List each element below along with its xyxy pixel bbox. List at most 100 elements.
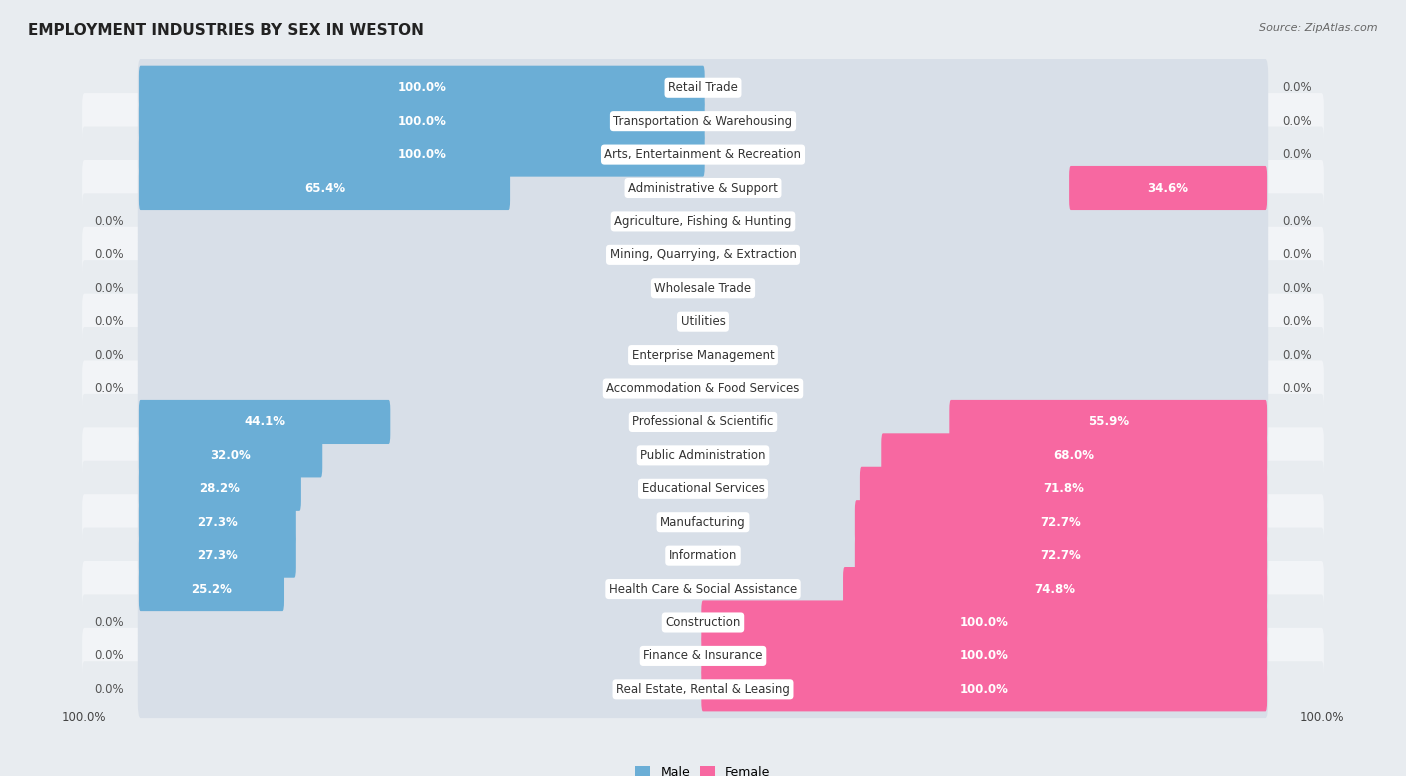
Text: 0.0%: 0.0% <box>1282 148 1312 161</box>
FancyBboxPatch shape <box>139 567 284 611</box>
FancyBboxPatch shape <box>138 293 1268 351</box>
Text: 0.0%: 0.0% <box>1282 282 1312 295</box>
Text: 0.0%: 0.0% <box>94 282 124 295</box>
Text: Information: Information <box>669 549 737 562</box>
Text: Accommodation & Food Services: Accommodation & Food Services <box>606 382 800 395</box>
Text: 100.0%: 100.0% <box>960 616 1008 629</box>
FancyBboxPatch shape <box>138 126 1268 183</box>
Legend: Male, Female: Male, Female <box>630 761 776 776</box>
Text: Utilities: Utilities <box>681 315 725 328</box>
FancyBboxPatch shape <box>82 628 1324 684</box>
Text: 0.0%: 0.0% <box>94 382 124 395</box>
Text: 55.9%: 55.9% <box>1088 415 1129 428</box>
Text: 72.7%: 72.7% <box>1040 549 1081 562</box>
Text: 32.0%: 32.0% <box>211 449 250 462</box>
Text: Professional & Scientific: Professional & Scientific <box>633 415 773 428</box>
Text: 25.2%: 25.2% <box>191 583 232 595</box>
Text: 27.3%: 27.3% <box>197 549 238 562</box>
Text: 72.7%: 72.7% <box>1040 516 1081 528</box>
FancyBboxPatch shape <box>82 227 1324 283</box>
FancyBboxPatch shape <box>82 661 1324 717</box>
FancyBboxPatch shape <box>1069 166 1267 210</box>
Text: Educational Services: Educational Services <box>641 483 765 495</box>
FancyBboxPatch shape <box>138 226 1268 283</box>
Text: 0.0%: 0.0% <box>94 248 124 262</box>
Text: 0.0%: 0.0% <box>1282 315 1312 328</box>
FancyBboxPatch shape <box>82 428 1324 483</box>
FancyBboxPatch shape <box>139 133 704 177</box>
Text: 0.0%: 0.0% <box>1282 248 1312 262</box>
Text: 0.0%: 0.0% <box>1282 215 1312 228</box>
Text: 65.4%: 65.4% <box>304 182 344 195</box>
FancyBboxPatch shape <box>82 461 1324 517</box>
Text: Wholesale Trade: Wholesale Trade <box>654 282 752 295</box>
Text: 0.0%: 0.0% <box>94 348 124 362</box>
FancyBboxPatch shape <box>82 394 1324 450</box>
Text: Arts, Entertainment & Recreation: Arts, Entertainment & Recreation <box>605 148 801 161</box>
FancyBboxPatch shape <box>138 560 1268 618</box>
FancyBboxPatch shape <box>82 126 1324 182</box>
Text: Administrative & Support: Administrative & Support <box>628 182 778 195</box>
FancyBboxPatch shape <box>138 59 1268 116</box>
Text: 100.0%: 100.0% <box>960 650 1008 663</box>
FancyBboxPatch shape <box>82 260 1324 317</box>
FancyBboxPatch shape <box>82 60 1324 116</box>
FancyBboxPatch shape <box>138 259 1268 317</box>
FancyBboxPatch shape <box>855 534 1267 577</box>
FancyBboxPatch shape <box>82 361 1324 417</box>
FancyBboxPatch shape <box>702 634 1267 678</box>
FancyBboxPatch shape <box>138 427 1268 484</box>
Text: 44.1%: 44.1% <box>245 415 285 428</box>
Text: Manufacturing: Manufacturing <box>661 516 745 528</box>
Text: 0.0%: 0.0% <box>94 616 124 629</box>
Text: Source: ZipAtlas.com: Source: ZipAtlas.com <box>1260 23 1378 33</box>
FancyBboxPatch shape <box>138 360 1268 417</box>
Text: 0.0%: 0.0% <box>94 683 124 696</box>
Text: 100.0%: 100.0% <box>62 712 107 724</box>
FancyBboxPatch shape <box>138 660 1268 718</box>
FancyBboxPatch shape <box>82 561 1324 617</box>
FancyBboxPatch shape <box>882 433 1267 477</box>
FancyBboxPatch shape <box>138 92 1268 150</box>
FancyBboxPatch shape <box>138 627 1268 684</box>
FancyBboxPatch shape <box>82 93 1324 149</box>
Text: 27.3%: 27.3% <box>197 516 238 528</box>
Text: 100.0%: 100.0% <box>398 115 446 128</box>
FancyBboxPatch shape <box>138 159 1268 217</box>
FancyBboxPatch shape <box>855 501 1267 544</box>
Text: 0.0%: 0.0% <box>1282 81 1312 94</box>
Text: 0.0%: 0.0% <box>94 215 124 228</box>
FancyBboxPatch shape <box>702 601 1267 645</box>
Text: EMPLOYMENT INDUSTRIES BY SEX IN WESTON: EMPLOYMENT INDUSTRIES BY SEX IN WESTON <box>28 23 425 38</box>
FancyBboxPatch shape <box>702 667 1267 712</box>
Text: 28.2%: 28.2% <box>200 483 240 495</box>
Text: 100.0%: 100.0% <box>398 148 446 161</box>
Text: Finance & Insurance: Finance & Insurance <box>644 650 762 663</box>
FancyBboxPatch shape <box>139 466 301 511</box>
Text: Agriculture, Fishing & Hunting: Agriculture, Fishing & Hunting <box>614 215 792 228</box>
FancyBboxPatch shape <box>82 193 1324 250</box>
FancyBboxPatch shape <box>82 594 1324 650</box>
FancyBboxPatch shape <box>138 527 1268 584</box>
Text: 0.0%: 0.0% <box>1282 382 1312 395</box>
FancyBboxPatch shape <box>138 192 1268 250</box>
FancyBboxPatch shape <box>949 400 1267 444</box>
FancyBboxPatch shape <box>138 327 1268 384</box>
Text: Retail Trade: Retail Trade <box>668 81 738 94</box>
FancyBboxPatch shape <box>860 466 1267 511</box>
FancyBboxPatch shape <box>82 293 1324 350</box>
FancyBboxPatch shape <box>139 534 295 577</box>
Text: Health Care & Social Assistance: Health Care & Social Assistance <box>609 583 797 595</box>
FancyBboxPatch shape <box>139 99 704 144</box>
FancyBboxPatch shape <box>138 393 1268 451</box>
Text: Public Administration: Public Administration <box>640 449 766 462</box>
FancyBboxPatch shape <box>138 460 1268 518</box>
Text: 100.0%: 100.0% <box>398 81 446 94</box>
Text: Construction: Construction <box>665 616 741 629</box>
Text: 100.0%: 100.0% <box>960 683 1008 696</box>
FancyBboxPatch shape <box>82 160 1324 216</box>
Text: 74.8%: 74.8% <box>1035 583 1076 595</box>
FancyBboxPatch shape <box>139 66 704 109</box>
FancyBboxPatch shape <box>138 494 1268 551</box>
Text: 71.8%: 71.8% <box>1043 483 1084 495</box>
